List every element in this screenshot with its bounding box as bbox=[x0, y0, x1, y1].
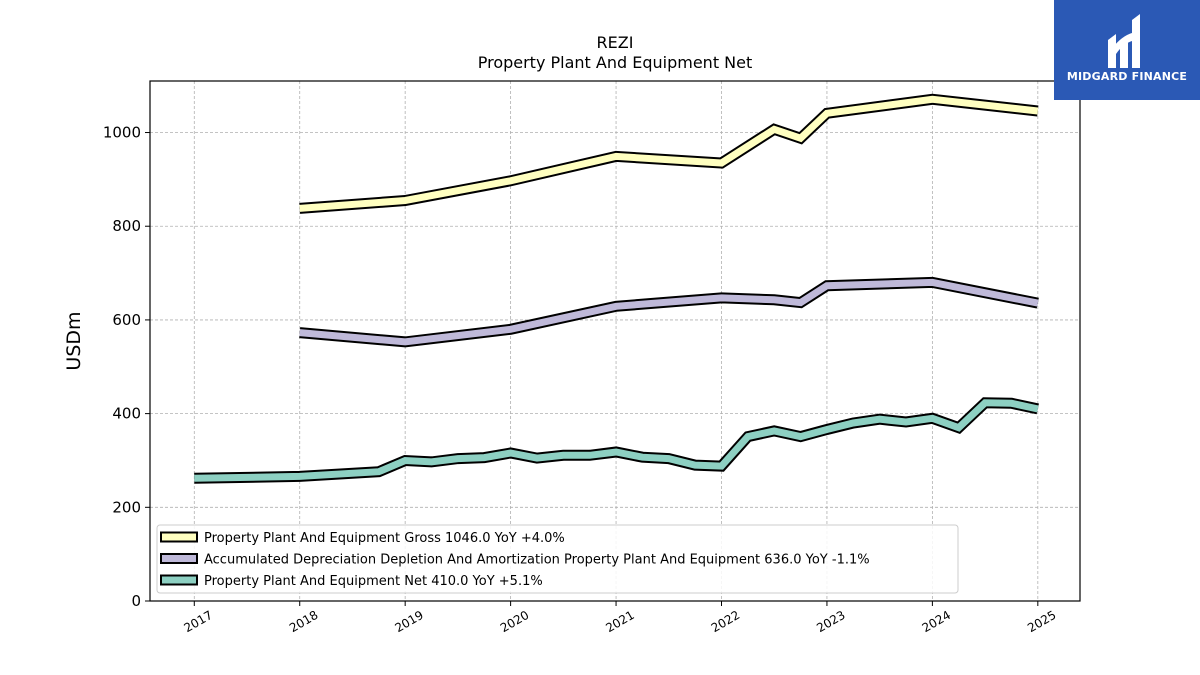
y-tick-label: 1000 bbox=[103, 124, 141, 142]
x-tick-label: 2019 bbox=[392, 608, 425, 635]
y-tick-label: 0 bbox=[131, 592, 141, 610]
y-tick-label: 400 bbox=[112, 405, 141, 423]
legend-swatch bbox=[160, 531, 198, 543]
brand-mark-icon bbox=[1108, 14, 1140, 68]
y-tick-label: 200 bbox=[112, 498, 141, 516]
series-line bbox=[299, 95, 1039, 212]
x-tick-label: 2022 bbox=[709, 608, 742, 635]
x-tick-label: 2023 bbox=[814, 608, 847, 635]
x-tick-label: 2021 bbox=[603, 608, 636, 635]
x-tick-label: 2020 bbox=[498, 608, 531, 635]
brand-name: MIDGARD FINANCE bbox=[1066, 70, 1188, 83]
chart-subtitle: Property Plant And Equipment Net bbox=[478, 53, 753, 72]
y-tick-label: 600 bbox=[112, 311, 141, 329]
x-tick-label: 2018 bbox=[287, 608, 320, 635]
legend-swatch bbox=[160, 553, 198, 564]
legend-label: Property Plant And Equipment Net 410.0 Y… bbox=[204, 574, 543, 589]
y-axis-label: USDm bbox=[63, 311, 85, 370]
axes-frame bbox=[149, 80, 1081, 602]
x-tick-label: 2025 bbox=[1025, 608, 1058, 635]
series-line bbox=[299, 278, 1039, 346]
plot-area bbox=[150, 81, 1080, 601]
series-line bbox=[194, 399, 1039, 482]
y-tick-label: 800 bbox=[112, 217, 141, 235]
legend-label: Property Plant And Equipment Gross 1046.… bbox=[204, 531, 565, 546]
chart-title: REZI bbox=[597, 33, 634, 52]
legend-label: Accumulated Depreciation Depletion And A… bbox=[204, 553, 870, 568]
legend-swatch bbox=[160, 574, 198, 586]
x-tick-label: 2017 bbox=[182, 608, 215, 635]
x-tick-label: 2024 bbox=[920, 608, 953, 635]
legend-box bbox=[156, 524, 959, 594]
brand-logo: MIDGARD FINANCE bbox=[1054, 0, 1200, 100]
